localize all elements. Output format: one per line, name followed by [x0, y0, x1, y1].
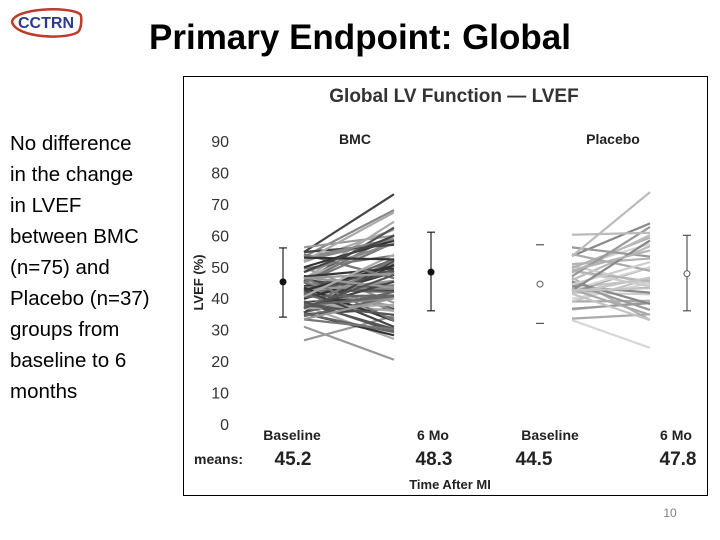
chart-title: Global LV Function — LVEF — [329, 86, 578, 107]
logo-text: CCTRN — [18, 15, 74, 32]
y-tick-label: 30 — [211, 323, 229, 340]
subject-line — [303, 318, 395, 331]
subject-line — [303, 211, 395, 263]
y-tick-label: 80 — [211, 165, 229, 182]
subject-line — [303, 253, 395, 298]
timepoint-label: 6 Mo — [417, 427, 449, 443]
logo-swoosh — [10, 8, 83, 38]
subject-line — [571, 231, 651, 236]
timepoint-label: 6 Mo — [660, 427, 692, 443]
subject-line — [303, 325, 395, 361]
subject-line — [303, 276, 395, 289]
y-tick-label: 10 — [211, 386, 229, 403]
subject-line — [571, 282, 651, 311]
timepoint-label: Baseline — [521, 427, 579, 443]
subject-line — [303, 209, 395, 258]
subject-line — [571, 292, 651, 322]
y-tick-label: 50 — [211, 260, 229, 277]
subject-line — [571, 253, 651, 272]
subject-lines — [303, 191, 651, 361]
x-axis-label: Time After MI — [409, 477, 491, 492]
subject-line — [303, 295, 395, 307]
summary-line: in LVEF — [10, 194, 82, 217]
subject-line — [303, 286, 395, 322]
summary-line: baseline to 6 — [10, 349, 127, 372]
y-tick-label: 0 — [220, 417, 229, 434]
subject-line — [571, 261, 651, 286]
y-tick-label: 70 — [211, 197, 229, 214]
subject-line — [303, 273, 395, 310]
summary-line: between BMC — [10, 225, 139, 248]
timepoint-label: Baseline — [263, 427, 321, 443]
subject-line — [303, 193, 395, 253]
subject-line — [571, 319, 651, 349]
subject-line — [303, 297, 395, 321]
mean-point — [536, 280, 544, 288]
subject-line — [571, 191, 651, 258]
summary-line: (n=75) and — [10, 256, 110, 279]
y-tick-label: 40 — [211, 291, 229, 308]
page-number: 10 — [663, 506, 677, 520]
mean-markers — [279, 231, 691, 324]
y-axis: 0 10 20 30 40 50 60 70 80 90 — [211, 134, 229, 434]
lvef-chart: Global LV Function — LVEF 0 10 20 30 40 50 60 7… — [183, 76, 708, 496]
subject-line — [303, 258, 395, 310]
summary-text: No difference in the change in LVEF betw… — [10, 128, 185, 407]
mean-value: 45.2 — [275, 449, 312, 470]
mean-value: 48.3 — [416, 449, 453, 470]
x-axis: Baseline 6 Mo Baseline 6 Mo — [263, 427, 692, 443]
summary-line: groups from — [10, 318, 120, 341]
mean-point — [683, 270, 691, 278]
y-axis-label: LVEF (%) — [191, 254, 206, 310]
subject-line — [571, 222, 651, 258]
y-tick-label: 60 — [211, 228, 229, 245]
group-labels: BMC Placebo — [339, 131, 640, 147]
summary-line: No difference — [10, 132, 132, 155]
group-label: Placebo — [586, 131, 640, 147]
subject-line — [303, 267, 395, 278]
subject-line — [303, 303, 395, 310]
mean-value: 47.8 — [660, 449, 697, 470]
y-tick-label: 90 — [211, 134, 229, 151]
cctrn-logo-graphic: CCTRN — [10, 8, 83, 38]
subject-line — [303, 234, 395, 274]
cctrn-logo: CCTRN — [8, 4, 84, 40]
group-label: BMC — [339, 131, 371, 147]
slide-title: Primary Endpoint: Global — [149, 18, 571, 57]
mean-point — [427, 268, 435, 276]
subject-line — [571, 249, 651, 272]
subject-line — [571, 288, 651, 316]
subject-line — [571, 287, 651, 292]
subject-line — [571, 282, 651, 300]
y-tick-label: 20 — [211, 354, 229, 371]
subject-line — [571, 239, 651, 292]
mean-point — [279, 278, 287, 286]
summary-line: Placebo (n=37) — [10, 287, 150, 310]
subject-line — [571, 280, 651, 305]
summary-line: in the change — [10, 163, 134, 186]
subject-line — [303, 256, 395, 261]
mean-value: 44.5 — [516, 449, 553, 470]
summary-line: months — [10, 380, 78, 403]
mean-values: 45.2 48.3 44.5 47.8 — [275, 449, 697, 470]
means-label: means: — [194, 451, 243, 467]
lvef-chart-svg: Global LV Function — LVEF 0 10 20 30 40 50 60 7… — [191, 86, 697, 492]
